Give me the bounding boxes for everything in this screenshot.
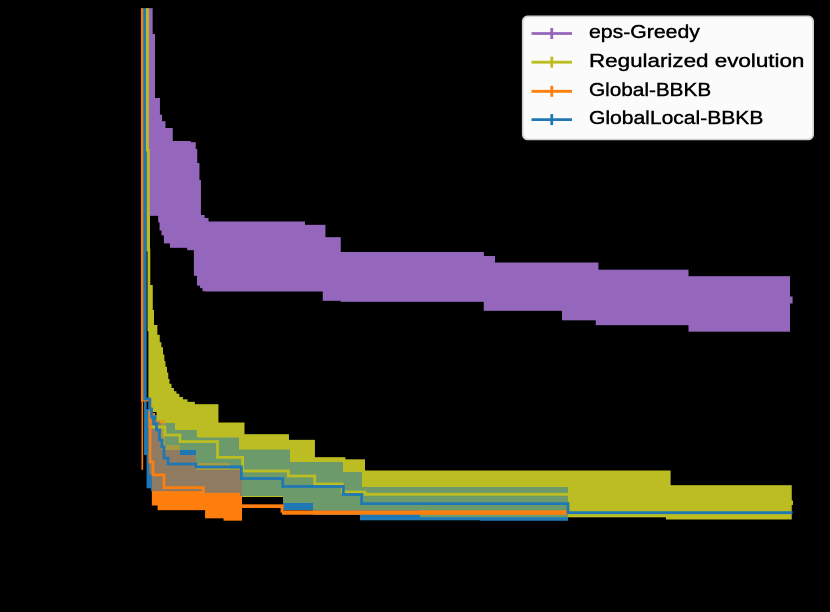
svg-text:eps-Greedy: eps-Greedy bbox=[589, 21, 701, 42]
svg-text:Regularized evolution: Regularized evolution bbox=[589, 50, 804, 71]
svg-text:Global-BBKB: Global-BBKB bbox=[589, 79, 711, 100]
svg-text:GlobalLocal-BBKB: GlobalLocal-BBKB bbox=[589, 107, 763, 128]
